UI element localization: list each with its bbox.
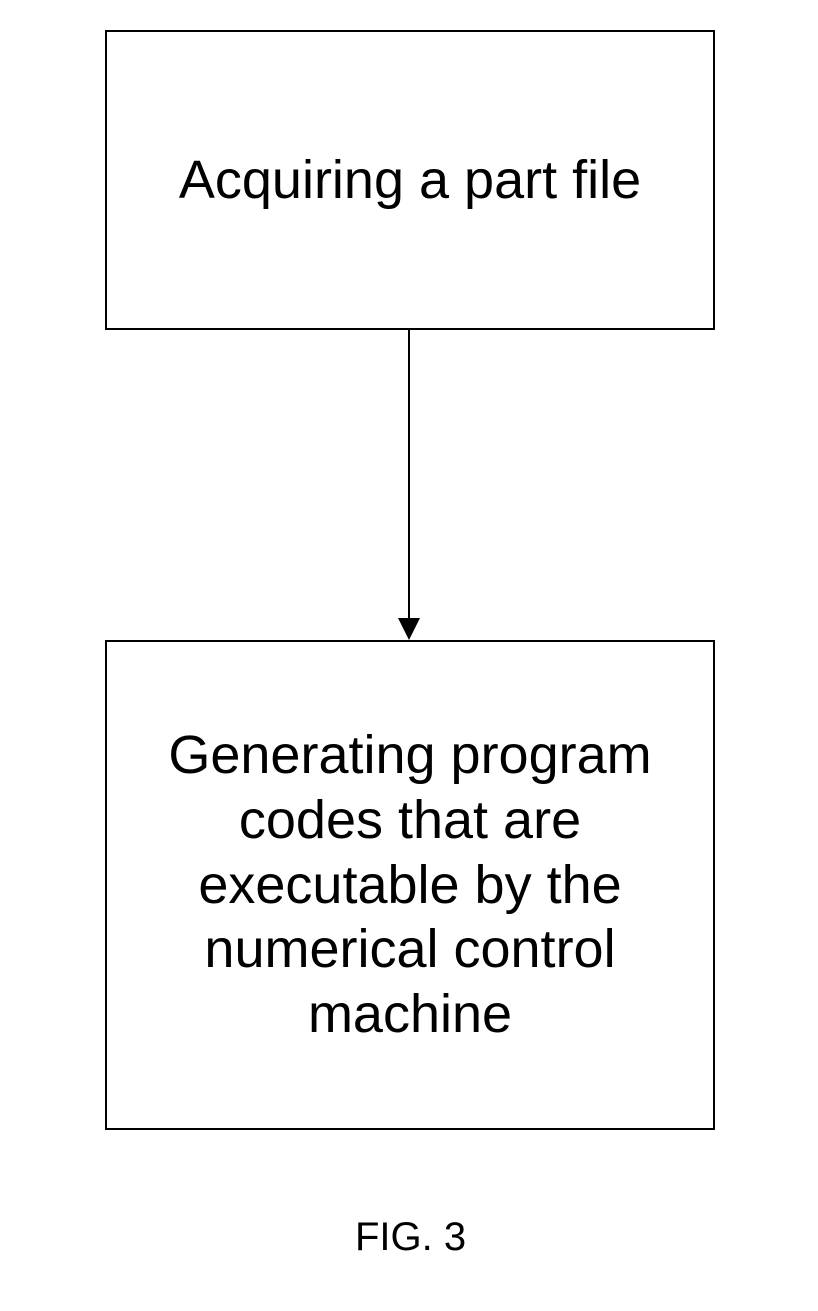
flowchart-node-generate: Generating program codes that are execut… bbox=[105, 640, 715, 1130]
arrow-head-icon bbox=[398, 618, 420, 640]
flowchart-node-acquire-label: Acquiring a part file bbox=[179, 148, 641, 213]
figure-label: FIG. 3 bbox=[355, 1215, 466, 1260]
flowchart-container: Acquiring a part file Generating program… bbox=[0, 0, 818, 1311]
flowchart-node-acquire: Acquiring a part file bbox=[105, 30, 715, 330]
arrow-line bbox=[408, 330, 410, 625]
flowchart-node-generate-label: Generating program codes that are execut… bbox=[127, 723, 693, 1047]
